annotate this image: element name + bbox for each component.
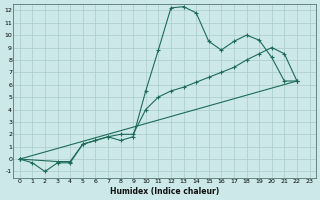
X-axis label: Humidex (Indice chaleur): Humidex (Indice chaleur) [110,187,219,196]
